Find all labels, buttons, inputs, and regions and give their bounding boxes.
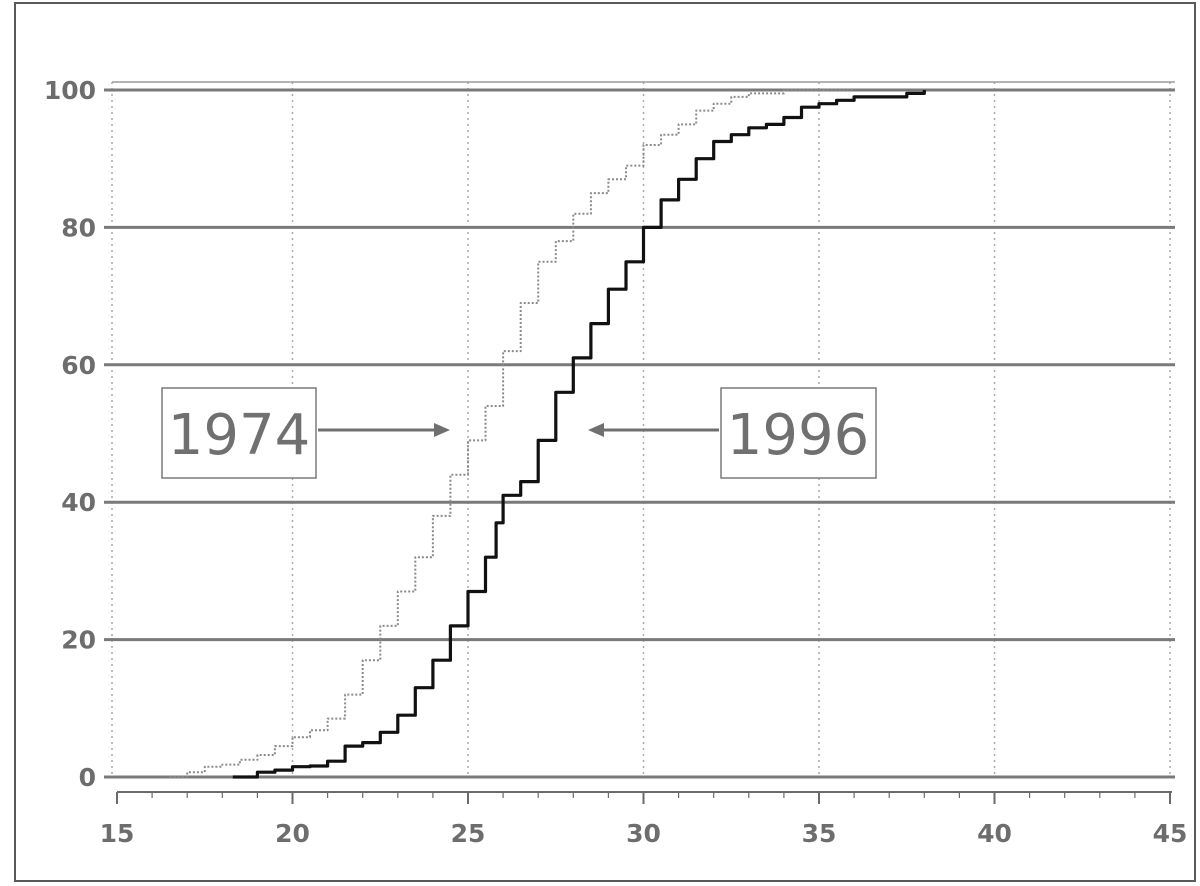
y-tick-label: 60 bbox=[61, 351, 96, 380]
y-tick-label: 100 bbox=[44, 76, 96, 105]
annotations: 1974 1996 bbox=[161, 387, 877, 479]
x-tick-label: 30 bbox=[626, 819, 661, 848]
arrowhead-right-icon bbox=[434, 423, 450, 437]
annotation-box-1996 bbox=[720, 387, 877, 479]
y-axis-ticks: 0 20 40 60 80 100 bbox=[44, 76, 96, 792]
annotation-box-1974 bbox=[161, 387, 317, 479]
chart-frame bbox=[14, 2, 1196, 882]
series-lines bbox=[169, 89, 926, 779]
y-tick-label: 0 bbox=[79, 763, 96, 792]
x-axis-ticks: 15 20 25 30 35 40 45 bbox=[100, 819, 1188, 848]
vertical-gridlines bbox=[111, 82, 1171, 777]
annotation-label-1996: 1996 bbox=[727, 403, 870, 468]
x-tick-label: 40 bbox=[977, 819, 1012, 848]
y-tick-label: 20 bbox=[61, 626, 96, 655]
x-tick-label: 35 bbox=[802, 819, 837, 848]
y-tick-label: 80 bbox=[61, 213, 96, 242]
axes bbox=[116, 791, 1172, 804]
y-tick-label: 40 bbox=[61, 488, 96, 517]
horizontal-gridlines bbox=[104, 81, 1175, 779]
x-tick-label: 20 bbox=[275, 819, 310, 848]
series-line-1996 bbox=[232, 90, 926, 779]
series-line-1974 bbox=[169, 89, 855, 778]
arrowhead-left-icon bbox=[588, 423, 604, 437]
x-tick-label: 45 bbox=[1153, 819, 1188, 848]
x-tick-label: 25 bbox=[451, 819, 486, 848]
annotation-label-1974: 1974 bbox=[168, 403, 311, 468]
x-tick-label: 15 bbox=[100, 819, 135, 848]
